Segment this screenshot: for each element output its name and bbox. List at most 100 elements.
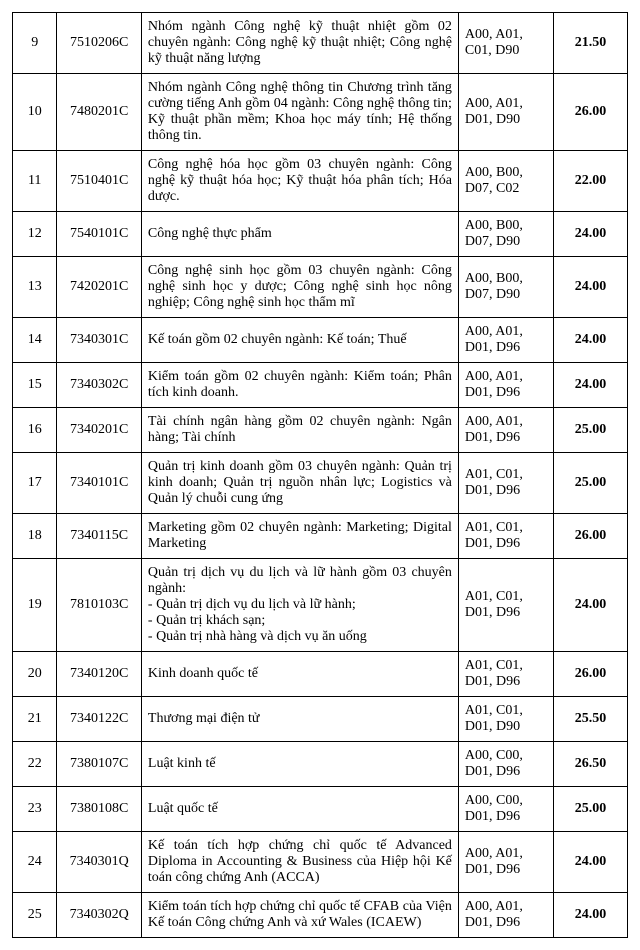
row-combo: A01, C01, D01, D96 [458, 652, 553, 697]
row-no: 9 [13, 13, 57, 74]
row-no: 23 [13, 787, 57, 832]
row-combo: A01, C01, D01, D96 [458, 453, 553, 514]
row-score: 26.50 [554, 742, 628, 787]
row-score: 24.00 [554, 832, 628, 893]
row-desc: Kinh doanh quốc tế [141, 652, 458, 697]
table-row: 187340115CMarketing gồm 02 chuyên ngành:… [13, 514, 628, 559]
row-score: 21.50 [554, 13, 628, 74]
row-desc: Kế toán tích hợp chứng chỉ quốc tế Advan… [141, 832, 458, 893]
row-desc: Marketing gồm 02 chuyên ngành: Marketing… [141, 514, 458, 559]
row-combo: A01, C01, D01, D96 [458, 559, 553, 652]
table-row: 177340101CQuản trị kinh doanh gồm 03 chu… [13, 453, 628, 514]
row-code: 7380107C [57, 742, 142, 787]
row-score: 25.00 [554, 787, 628, 832]
row-no: 14 [13, 318, 57, 363]
row-score: 26.00 [554, 74, 628, 151]
row-combo: A00, C00, D01, D96 [458, 742, 553, 787]
table-row: 257340302QKiểm toán tích hợp chứng chỉ q… [13, 893, 628, 938]
row-code: 7380108C [57, 787, 142, 832]
table-row: 117510401CCông nghệ hóa học gồm 03 chuyê… [13, 151, 628, 212]
row-code: 7810103C [57, 559, 142, 652]
row-no: 12 [13, 212, 57, 257]
row-code: 7340301Q [57, 832, 142, 893]
row-code: 7340302Q [57, 893, 142, 938]
table-row: 247340301QKế toán tích hợp chứng chỉ quố… [13, 832, 628, 893]
row-no: 22 [13, 742, 57, 787]
row-score: 24.00 [554, 559, 628, 652]
row-combo: A00, A01, D01, D96 [458, 363, 553, 408]
table-row: 167340201CTài chính ngân hàng gồm 02 chu… [13, 408, 628, 453]
row-desc: Luật kinh tế [141, 742, 458, 787]
row-no: 24 [13, 832, 57, 893]
row-code: 7540101C [57, 212, 142, 257]
row-score: 25.00 [554, 408, 628, 453]
row-combo: A00, B00, D07, D90 [458, 212, 553, 257]
row-combo: A00, A01, D01, D96 [458, 832, 553, 893]
row-combo: A00, A01, D01, D90 [458, 74, 553, 151]
row-code: 7340122C [57, 697, 142, 742]
row-no: 10 [13, 74, 57, 151]
row-combo: A00, A01, C01, D90 [458, 13, 553, 74]
row-desc: Công nghệ sinh học gồm 03 chuyên ngành: … [141, 257, 458, 318]
row-code: 7340301C [57, 318, 142, 363]
row-score: 22.00 [554, 151, 628, 212]
row-no: 18 [13, 514, 57, 559]
row-code: 7510206C [57, 13, 142, 74]
row-code: 7340115C [57, 514, 142, 559]
row-combo: A01, C01, D01, D90 [458, 697, 553, 742]
row-score: 24.00 [554, 318, 628, 363]
row-combo: A00, B00, D07, C02 [458, 151, 553, 212]
table-row: 217340122CThương mại điện tửA01, C01, D0… [13, 697, 628, 742]
admission-table: 97510206CNhóm ngành Công nghệ kỹ thuật n… [12, 12, 628, 938]
row-no: 11 [13, 151, 57, 212]
row-score: 26.00 [554, 514, 628, 559]
row-score: 24.00 [554, 893, 628, 938]
row-score: 25.00 [554, 453, 628, 514]
row-no: 21 [13, 697, 57, 742]
row-score: 25.50 [554, 697, 628, 742]
row-combo: A00, A01, D01, D96 [458, 893, 553, 938]
table-row: 227380107CLuật kinh tếA00, C00, D01, D96… [13, 742, 628, 787]
row-desc: Thương mại điện tử [141, 697, 458, 742]
row-desc: Luật quốc tế [141, 787, 458, 832]
row-desc: Kiểm toán gồm 02 chuyên ngành: Kiểm toán… [141, 363, 458, 408]
row-code: 7340101C [57, 453, 142, 514]
row-desc: Nhóm ngành Công nghệ thông tin Chương tr… [141, 74, 458, 151]
row-score: 26.00 [554, 652, 628, 697]
row-desc: Tài chính ngân hàng gồm 02 chuyên ngành:… [141, 408, 458, 453]
row-code: 7340120C [57, 652, 142, 697]
row-desc: Công nghệ thực phẩm [141, 212, 458, 257]
row-desc: Nhóm ngành Công nghệ kỹ thuật nhiệt gồm … [141, 13, 458, 74]
row-code: 7510401C [57, 151, 142, 212]
row-no: 16 [13, 408, 57, 453]
table-row: 237380108CLuật quốc tếA00, C00, D01, D96… [13, 787, 628, 832]
row-code: 7340201C [57, 408, 142, 453]
row-code: 7340302C [57, 363, 142, 408]
table-row: 137420201CCông nghệ sinh học gồm 03 chuy… [13, 257, 628, 318]
table-row: 97510206CNhóm ngành Công nghệ kỹ thuật n… [13, 13, 628, 74]
row-no: 20 [13, 652, 57, 697]
row-combo: A00, A01, D01, D96 [458, 408, 553, 453]
table-row: 157340302CKiểm toán gồm 02 chuyên ngành:… [13, 363, 628, 408]
row-combo: A00, C00, D01, D96 [458, 787, 553, 832]
row-no: 17 [13, 453, 57, 514]
row-combo: A01, C01, D01, D96 [458, 514, 553, 559]
row-score: 24.00 [554, 363, 628, 408]
row-combo: A00, A01, D01, D96 [458, 318, 553, 363]
row-desc: Quản trị kinh doanh gồm 03 chuyên ngành:… [141, 453, 458, 514]
row-combo: A00, B00, D07, D90 [458, 257, 553, 318]
row-no: 13 [13, 257, 57, 318]
row-desc: Quản trị dịch vụ du lịch và lữ hành gồm … [141, 559, 458, 652]
table-row: 207340120CKinh doanh quốc tếA01, C01, D0… [13, 652, 628, 697]
table-row: 197810103CQuản trị dịch vụ du lịch và lữ… [13, 559, 628, 652]
row-desc: Kế toán gồm 02 chuyên ngành: Kế toán; Th… [141, 318, 458, 363]
row-no: 15 [13, 363, 57, 408]
row-desc: Công nghệ hóa học gồm 03 chuyên ngành: C… [141, 151, 458, 212]
row-code: 7480201C [57, 74, 142, 151]
row-score: 24.00 [554, 212, 628, 257]
table-row: 127540101CCông nghệ thực phẩmA00, B00, D… [13, 212, 628, 257]
table-row: 147340301CKế toán gồm 02 chuyên ngành: K… [13, 318, 628, 363]
row-score: 24.00 [554, 257, 628, 318]
row-no: 19 [13, 559, 57, 652]
row-no: 25 [13, 893, 57, 938]
